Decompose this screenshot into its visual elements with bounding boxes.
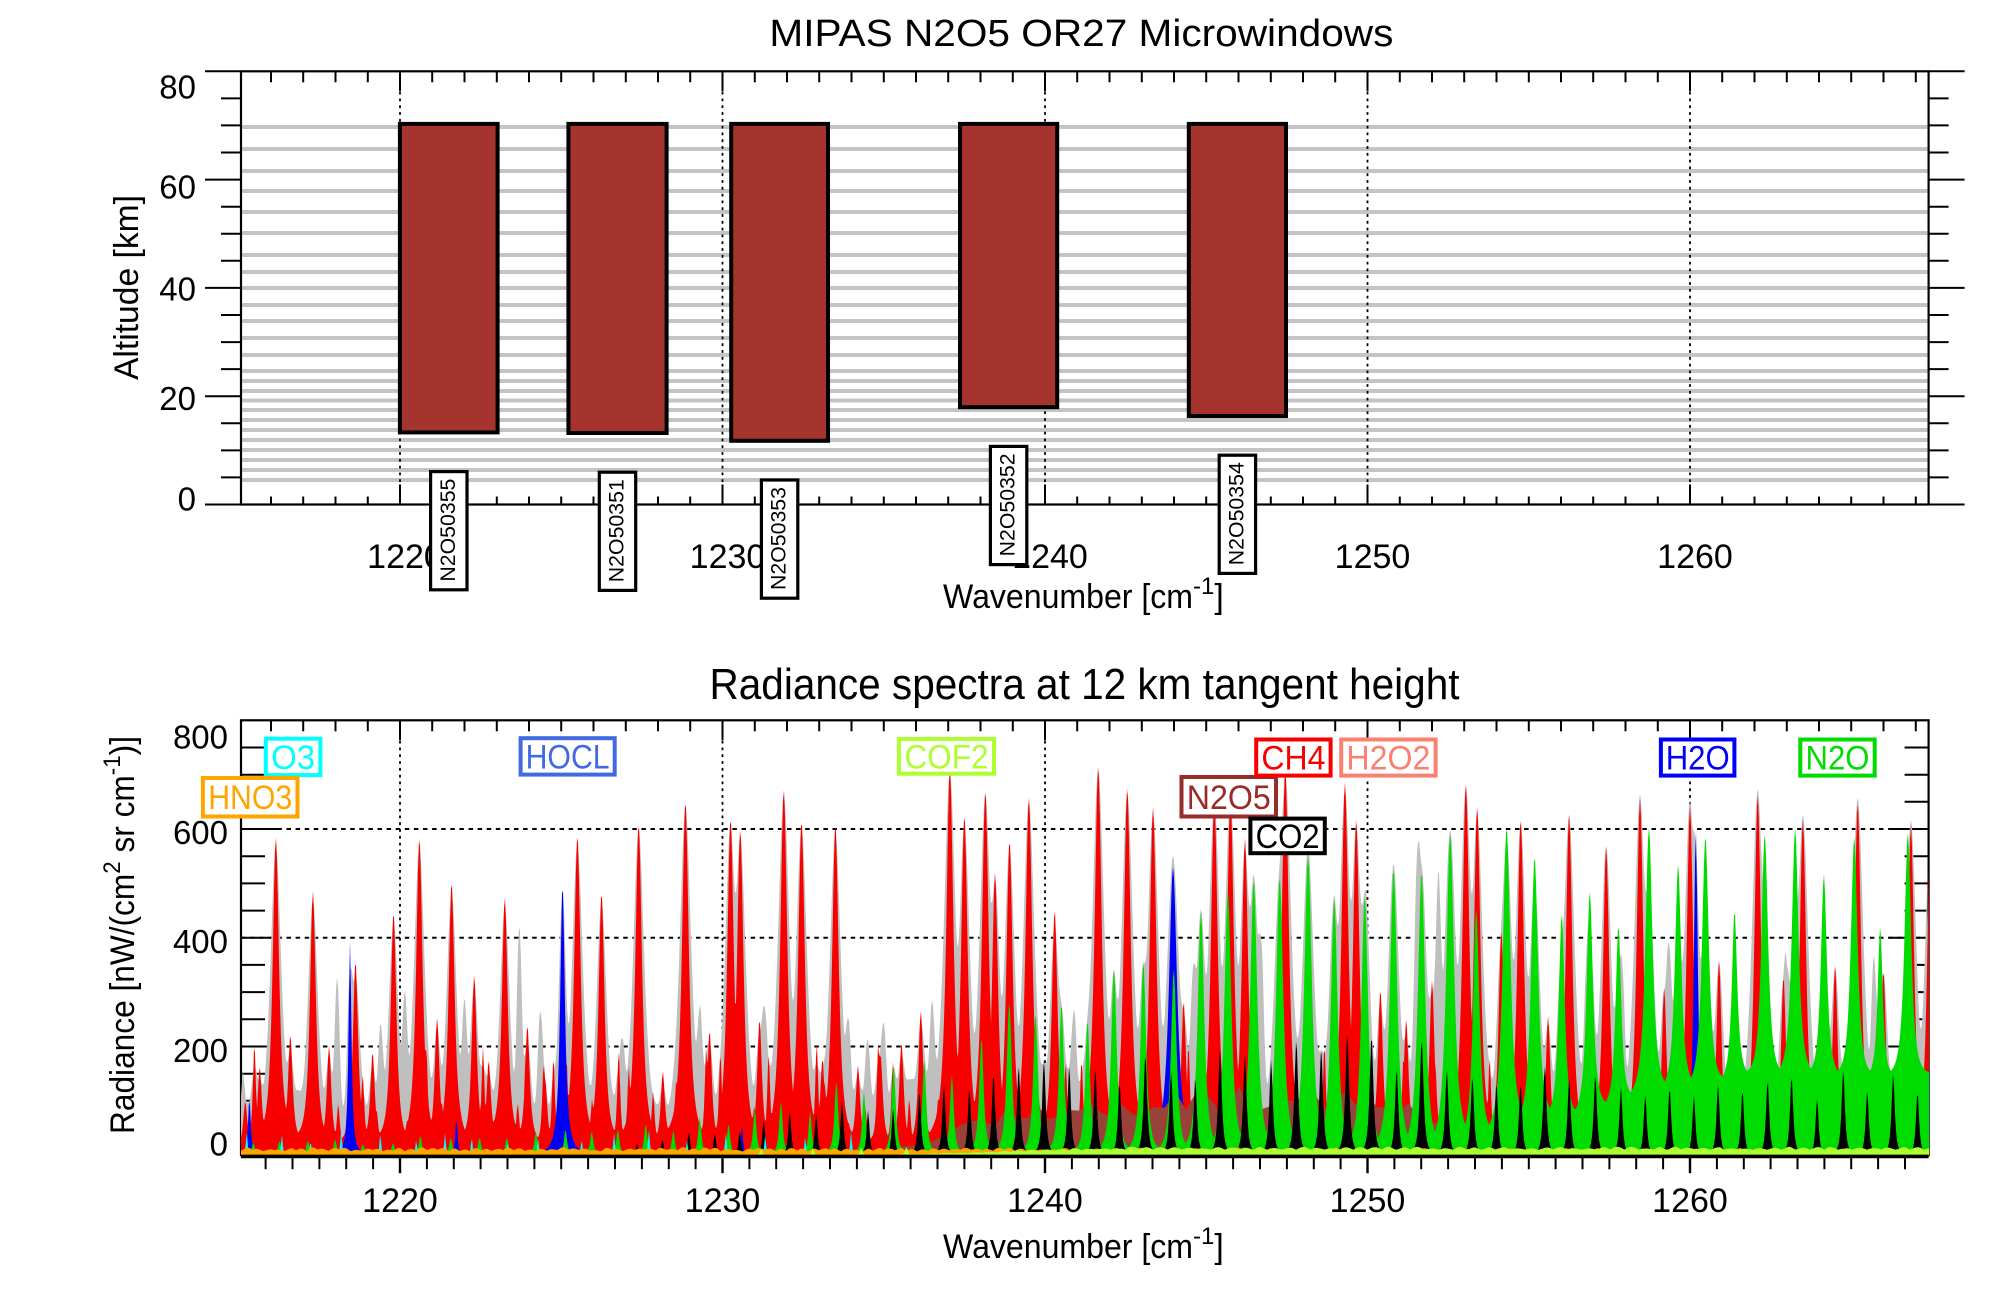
svg-text:60: 60 (159, 169, 196, 206)
svg-text:80: 80 (159, 69, 196, 106)
svg-text:1230: 1230 (690, 538, 766, 576)
svg-text:COF2: COF2 (905, 738, 989, 776)
svg-text:600: 600 (173, 814, 228, 851)
svg-text:H2O2: H2O2 (1346, 740, 1430, 778)
svg-text:N2O50354: N2O50354 (1224, 462, 1248, 565)
svg-text:N2O: N2O (1806, 740, 1870, 778)
svg-text:N2O50355: N2O50355 (436, 479, 460, 582)
svg-text:1260: 1260 (1657, 538, 1733, 576)
svg-text:MIPAS N2O5 OR27 Microwindows: MIPAS N2O5 OR27 Microwindows (769, 13, 1393, 55)
svg-text:40: 40 (159, 271, 196, 308)
svg-text:1250: 1250 (1330, 1182, 1406, 1220)
svg-text:Wavenumber [cm-1]: Wavenumber [cm-1] (943, 1223, 1224, 1266)
svg-text:200: 200 (173, 1032, 228, 1069)
svg-text:HOCL: HOCL (526, 738, 610, 776)
svg-text:800: 800 (173, 719, 228, 756)
svg-text:H2O: H2O (1666, 740, 1730, 778)
svg-text:HNO3: HNO3 (208, 779, 292, 817)
svg-text:CH4: CH4 (1261, 740, 1325, 778)
svg-text:1240: 1240 (1007, 1182, 1083, 1220)
svg-text:20: 20 (159, 380, 196, 417)
svg-text:Altitude [km]: Altitude [km] (108, 195, 146, 380)
svg-text:N2O50353: N2O50353 (767, 487, 791, 590)
svg-text:1220: 1220 (362, 1182, 438, 1220)
svg-text:0: 0 (210, 1126, 228, 1163)
svg-text:1250: 1250 (1335, 538, 1411, 576)
svg-text:N2O50352: N2O50352 (996, 453, 1020, 556)
svg-text:0: 0 (178, 481, 196, 518)
svg-text:O3: O3 (271, 739, 315, 777)
svg-text:N2O5: N2O5 (1187, 779, 1271, 817)
svg-text:1230: 1230 (685, 1182, 761, 1220)
svg-text:Wavenumber [cm-1]: Wavenumber [cm-1] (943, 573, 1224, 616)
svg-text:CO2: CO2 (1256, 818, 1320, 856)
svg-text:Radiance spectra at 12 km tang: Radiance spectra at 12 km tangent height (710, 660, 1460, 709)
svg-text:Radiance [nW/(cm2 sr cm-1)]: Radiance [nW/(cm2 sr cm-1)] (99, 736, 142, 1134)
svg-text:1260: 1260 (1652, 1182, 1728, 1220)
svg-text:400: 400 (173, 923, 228, 960)
svg-text:N2O50351: N2O50351 (605, 479, 629, 582)
